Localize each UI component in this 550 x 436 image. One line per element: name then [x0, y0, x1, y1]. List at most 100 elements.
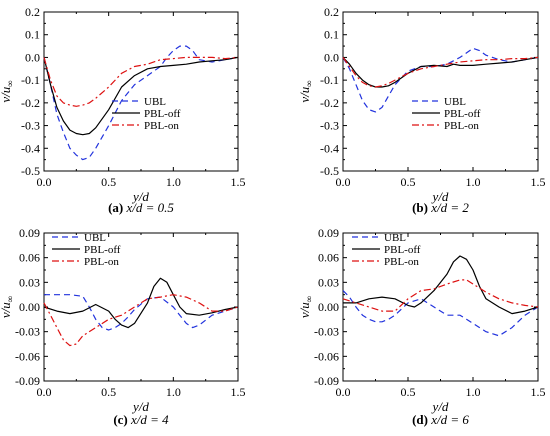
y-tick-label: 0.09 [19, 226, 40, 240]
chart-panel-b: 0.20.10.0-0.1-0.2-0.3-0.4-0.50.0 0.5 1.0 1.… [297, 5, 546, 215]
series-line-pbl-off [343, 255, 539, 315]
panel-caption: (d) x/d = 6 [412, 412, 469, 427]
y-tick-label: -0.03 [314, 325, 339, 339]
y-axis-label-main: v/u [0, 86, 13, 102]
y-axis-label: v/u∞ [297, 296, 314, 318]
series-line-ubl [342, 47, 539, 113]
caption-letter: (b) [412, 200, 428, 215]
y-tick-label: 0.03 [318, 275, 339, 289]
y-tick-label: -0.4 [320, 141, 339, 155]
caption-letter: (d) [412, 412, 428, 427]
x-tick-label: 1.5 [531, 385, 546, 399]
panel-caption: (c) x/d = 4 [113, 412, 169, 427]
y-tick-label: -0.1 [21, 73, 40, 87]
y-tick-label: -0.3 [320, 119, 339, 133]
legend-label: UBL [444, 96, 466, 108]
series-line-ubl [44, 294, 239, 331]
x-tick-label: 1.0 [466, 385, 481, 399]
y-tick-label: 0.00 [19, 300, 40, 314]
y-tick-label: -0.09 [314, 374, 339, 388]
x-tick-label: 0.0 [336, 175, 351, 189]
caption-value: x/d = 6 [430, 412, 469, 427]
y-axis-label-sub: ∞ [5, 296, 15, 302]
y-axis-label-sub: ∞ [5, 80, 15, 86]
y-tick-label: 0.06 [19, 251, 40, 265]
plot-frame [43, 11, 239, 172]
caption-value: x/d = 4 [130, 412, 169, 427]
y-tick-label: 0.00 [318, 300, 339, 314]
x-axis-label: y/d [431, 399, 449, 414]
y-axis-label-sub: ∞ [304, 296, 314, 302]
x-axis-label: y/d [131, 399, 149, 414]
x-tick-label: 0.5 [401, 385, 416, 399]
y-tick-label: -0.5 [320, 164, 339, 178]
legend-label: PBL-on [444, 120, 479, 132]
caption-letter: (c) [113, 412, 127, 427]
y-tick-label: -0.06 [314, 349, 339, 363]
y-axis-label-main: v/u [297, 86, 312, 102]
y-tick-label: -0.2 [320, 96, 339, 110]
x-tick-label: 1.5 [531, 175, 546, 189]
y-tick-label: -0.2 [21, 96, 40, 110]
legend-label: UBL [84, 232, 106, 244]
y-axis-label: v/u∞ [0, 296, 15, 318]
plot-frame [342, 11, 539, 172]
series-line-pbl-off [342, 56, 539, 88]
y-tick-label: -0.09 [15, 374, 40, 388]
x-tick-label: 1.0 [466, 175, 481, 189]
plot-frame [43, 232, 239, 382]
y-axis-label: v/u∞ [297, 80, 314, 102]
legend-label: PBL-on [84, 256, 119, 268]
legend-label: PBL-on [144, 120, 179, 132]
series-line-pbl-on [43, 56, 239, 107]
series-line-pbl-on [43, 294, 239, 347]
series-line-pbl-on [342, 279, 539, 312]
legend-label: PBL-off [144, 108, 181, 120]
series-line-pbl-off [43, 277, 239, 329]
y-axis-label-sub: ∞ [304, 80, 314, 86]
y-axis-label-main: v/u [0, 302, 13, 318]
y-tick-label: -0.5 [21, 164, 40, 178]
legend-label: PBL-off [84, 244, 121, 256]
x-tick-label: 0.5 [101, 175, 116, 189]
x-tick-label: 0.0 [37, 385, 52, 399]
caption-letter: (a) [108, 200, 123, 215]
x-tick-label: 1.0 [166, 385, 181, 399]
y-axis-label-main: v/u [297, 302, 312, 318]
legend-label: PBL-off [444, 108, 481, 120]
y-tick-label: 0.1 [324, 28, 339, 42]
series-line-ubl [43, 45, 239, 161]
y-tick-label: 0.2 [324, 5, 339, 19]
legend-label: PBL-off [384, 244, 421, 256]
y-tick-label: 0.0 [25, 50, 40, 64]
caption-value: x/d = 2 [430, 200, 469, 215]
x-tick-label: 0.0 [37, 175, 52, 189]
chart-panel-a: 0.20.10.0-0.1-0.2-0.3-0.4-0.50.0 0.5 1.0 1.… [0, 5, 246, 215]
plot-frame [342, 232, 539, 382]
panel-caption: (b) x/d = 2 [412, 200, 469, 215]
legend-label: UBL [384, 232, 406, 244]
panel-caption: (a) x/d = 0.5 [108, 200, 174, 215]
x-tick-label: 1.0 [166, 175, 181, 189]
series-line-ubl [342, 290, 539, 337]
y-axis-label: v/u∞ [0, 80, 15, 102]
x-tick-label: 0.0 [336, 385, 351, 399]
y-tick-label: 0.06 [318, 251, 339, 265]
y-tick-label: -0.4 [21, 141, 40, 155]
y-tick-label: 0.09 [318, 226, 339, 240]
legend-label: UBL [144, 96, 166, 108]
x-axis-label: y/d [431, 189, 449, 204]
y-tick-label: -0.06 [15, 349, 40, 363]
y-tick-label: 0.0 [324, 50, 339, 64]
y-tick-label: -0.1 [320, 73, 339, 87]
caption-value: x/d = 0.5 [126, 200, 175, 215]
series-line-pbl-on [342, 56, 539, 88]
series-line-pbl-off [43, 56, 239, 136]
x-tick-label: 1.5 [231, 175, 246, 189]
legend-label: PBL-on [384, 256, 419, 268]
y-tick-label: -0.03 [15, 325, 40, 339]
chart-panel-d: 0.09 0.06 0.03 0.00 -0.03 -0.06 -0.090.0 0.5 1.0… [297, 226, 546, 427]
y-tick-label: -0.3 [21, 119, 40, 133]
chart-panel-c: 0.09 0.06 0.03 0.00 -0.03 -0.06 -0.090.0 0.5 1.0… [0, 226, 246, 427]
